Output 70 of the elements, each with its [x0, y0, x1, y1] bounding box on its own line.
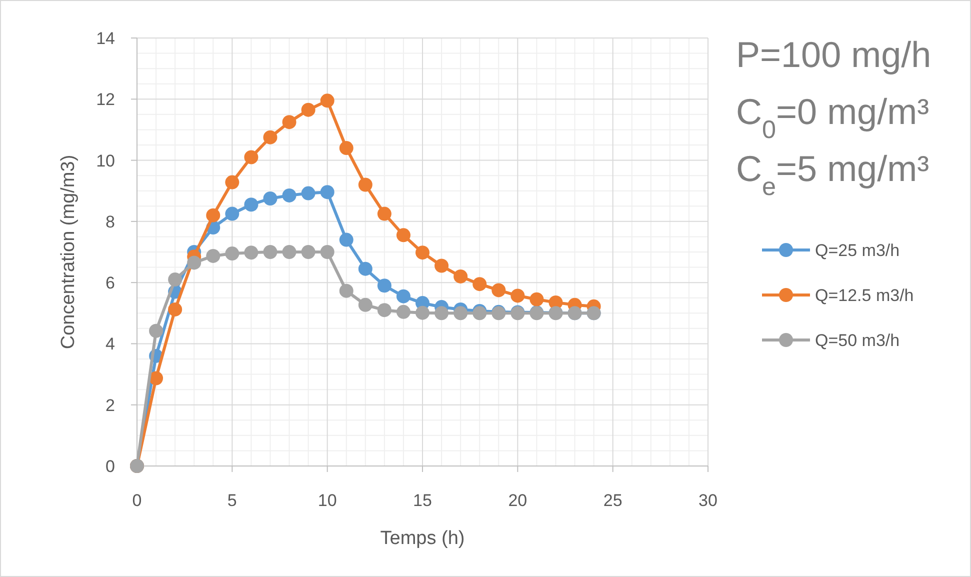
text: C$_{0}$=0 mg/m³	[736, 91, 930, 144]
y-tick-label: 4	[106, 334, 115, 354]
x-tick-label: 20	[508, 491, 528, 510]
point	[301, 245, 316, 259]
x-tick-label: 30	[698, 491, 718, 510]
point	[244, 246, 258, 260]
point	[263, 245, 278, 259]
point	[168, 302, 182, 316]
point	[320, 94, 334, 108]
point	[206, 208, 220, 222]
legend-label: Q=50 m3/h	[815, 331, 900, 350]
point	[168, 272, 182, 287]
y-tick-label: 0	[106, 457, 115, 476]
x-tick-label: 5	[227, 491, 237, 510]
point	[149, 324, 164, 338]
point	[358, 262, 372, 276]
point	[282, 115, 296, 130]
point	[377, 206, 392, 221]
text: C$_{e}$=5 mg/m³	[736, 148, 930, 201]
point	[320, 185, 334, 200]
point	[225, 206, 240, 221]
point	[320, 245, 334, 259]
point	[225, 175, 240, 190]
point	[358, 298, 372, 312]
point	[282, 188, 296, 202]
y-tick-label: 8	[106, 212, 115, 232]
point	[377, 278, 392, 293]
point	[282, 245, 296, 259]
x-tick-label: 10	[318, 491, 337, 510]
text: P=100 mg/h	[736, 34, 932, 75]
point	[263, 192, 278, 206]
point	[149, 371, 164, 386]
x-tick-label: 25	[603, 491, 622, 510]
y-tick-label: 10	[96, 151, 115, 170]
point	[472, 277, 487, 292]
point	[396, 228, 410, 242]
y-tick-label: 6	[106, 274, 115, 293]
point	[301, 102, 316, 117]
point	[510, 288, 525, 303]
point	[454, 306, 468, 320]
point	[396, 304, 410, 319]
x-axis-title: Temps (h)	[380, 528, 465, 549]
point	[492, 283, 506, 298]
point	[454, 269, 468, 284]
point	[301, 186, 316, 200]
legend-label: Q=12.5 m3/h	[815, 286, 914, 305]
x-tick-label: 15	[413, 491, 432, 510]
point	[416, 306, 430, 320]
y-axis-title: Concentration (mg/m3)	[58, 154, 79, 350]
legend-label: Q=25 m3/h	[815, 241, 900, 260]
point	[530, 292, 544, 306]
point	[244, 150, 258, 164]
point	[396, 289, 410, 304]
point	[358, 178, 372, 192]
point	[434, 306, 449, 320]
point	[225, 246, 240, 261]
point	[434, 258, 449, 273]
y-tick-label: 2	[106, 396, 115, 415]
point	[339, 141, 354, 156]
point	[187, 256, 202, 270]
x-tick-label: 0	[132, 491, 142, 510]
point	[339, 232, 354, 247]
point	[263, 130, 278, 144]
y-tick-label: 14	[96, 29, 115, 48]
point	[339, 284, 354, 298]
point	[377, 303, 392, 318]
point	[206, 248, 220, 263]
y-tick-label: 12	[96, 90, 115, 110]
point	[416, 246, 430, 260]
point	[244, 198, 258, 212]
